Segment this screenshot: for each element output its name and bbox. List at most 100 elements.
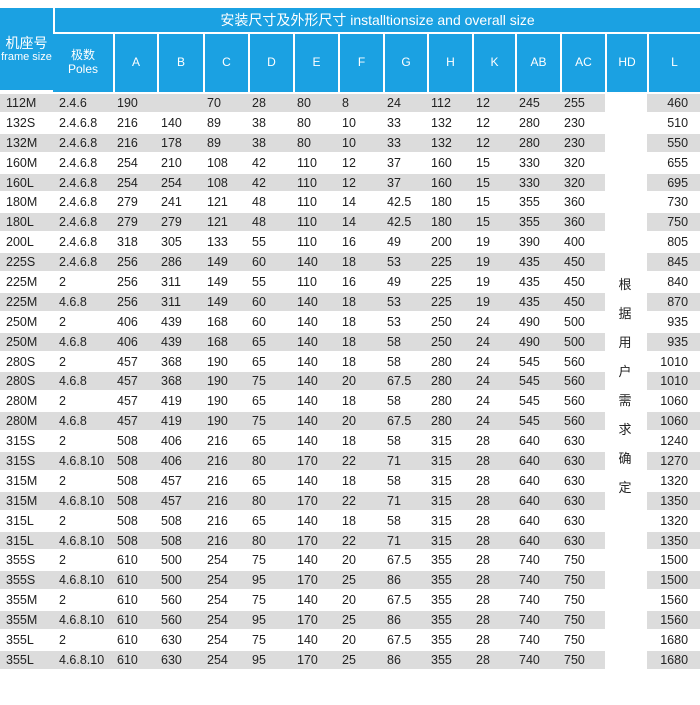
- value-cell: 170: [293, 609, 338, 630]
- poles-cell: 2: [53, 549, 113, 569]
- value-cell: 140: [293, 410, 338, 431]
- value-cell: 730: [647, 191, 700, 211]
- frame-size-cell: 132S: [0, 111, 53, 132]
- value-cell: 560: [560, 370, 605, 391]
- value-cell: 750: [560, 549, 605, 569]
- frame-size-cell: 132M: [0, 131, 53, 152]
- table-row: 315M 2 508 457 216 65 140 18 58 315 28 640 630 1320: [0, 469, 700, 490]
- frame-size-cell: 225S: [0, 251, 53, 272]
- frame-size-cell: 315M: [0, 489, 53, 510]
- value-cell: 140: [293, 629, 338, 649]
- value-cell: 419: [157, 410, 203, 431]
- value-cell: 55: [248, 271, 293, 291]
- value-cell: 740: [515, 609, 560, 630]
- poles-label-cn: 极数: [70, 48, 95, 63]
- value-cell: 360: [560, 211, 605, 232]
- value-cell: 48: [248, 211, 293, 232]
- value-cell: 355: [427, 629, 472, 649]
- value-cell: 24: [472, 370, 515, 391]
- value-cell: 545: [515, 390, 560, 410]
- value-cell: 550: [647, 131, 700, 152]
- value-cell: [157, 92, 203, 112]
- value-cell: 508: [157, 509, 203, 530]
- column-header-ac: AC: [560, 34, 605, 92]
- poles-cell: 4.6.8.10: [53, 489, 113, 510]
- value-cell: 80: [293, 92, 338, 112]
- value-cell: 280: [427, 390, 472, 410]
- value-cell: 22: [338, 489, 383, 510]
- frame-size-cell: 355M: [0, 589, 53, 609]
- value-cell: 140: [157, 111, 203, 132]
- value-cell: 18: [338, 509, 383, 530]
- value-cell: 65: [248, 509, 293, 530]
- value-cell: 37: [383, 171, 427, 192]
- value-cell: 225: [427, 290, 472, 311]
- value-cell: 630: [560, 509, 605, 530]
- value-cell: 58: [383, 330, 427, 351]
- value-cell: 149: [203, 271, 248, 291]
- value-cell: 12: [472, 92, 515, 112]
- hd-cell: 根据用户需求确定: [605, 92, 647, 669]
- value-cell: 86: [383, 609, 427, 630]
- value-cell: 256: [113, 251, 157, 272]
- frame-size-cell: 355S: [0, 569, 53, 590]
- frame-size-cell: 250M: [0, 330, 53, 351]
- value-cell: 254: [203, 549, 248, 569]
- value-cell: 1500: [647, 569, 700, 590]
- value-cell: 740: [515, 648, 560, 669]
- value-cell: 108: [203, 171, 248, 192]
- value-cell: 58: [383, 509, 427, 530]
- frame-size-cell: 315M: [0, 469, 53, 490]
- value-cell: 12: [472, 131, 515, 152]
- frame-size-cell: 250M: [0, 310, 53, 331]
- value-cell: 845: [647, 251, 700, 272]
- value-cell: 190: [203, 370, 248, 391]
- column-header-ab: AB: [515, 34, 560, 92]
- value-cell: 53: [383, 251, 427, 272]
- value-cell: 360: [560, 191, 605, 211]
- value-cell: 355: [515, 211, 560, 232]
- value-cell: 49: [383, 231, 427, 251]
- poles-cell: 2.4.6.8: [53, 171, 113, 192]
- value-cell: 640: [515, 489, 560, 510]
- value-cell: 439: [157, 330, 203, 351]
- value-cell: 42: [248, 151, 293, 172]
- value-cell: 60: [248, 310, 293, 331]
- value-cell: 200: [427, 231, 472, 251]
- value-cell: 216: [203, 489, 248, 510]
- value-cell: 18: [338, 330, 383, 351]
- value-cell: 110: [293, 231, 338, 251]
- value-cell: 140: [293, 589, 338, 609]
- value-cell: 28: [472, 489, 515, 510]
- value-cell: 140: [293, 350, 338, 371]
- poles-cell: 4.6.8.10: [53, 648, 113, 669]
- value-cell: 24: [472, 390, 515, 410]
- poles-cell: 4.6.8: [53, 370, 113, 391]
- value-cell: 225: [427, 271, 472, 291]
- value-cell: 500: [157, 549, 203, 569]
- value-cell: 490: [515, 330, 560, 351]
- value-cell: 740: [515, 549, 560, 569]
- value-cell: 457: [157, 469, 203, 490]
- value-cell: 132: [427, 111, 472, 132]
- value-cell: 28: [472, 509, 515, 530]
- value-cell: 560: [157, 589, 203, 609]
- hd-note: 根据用户需求确定: [618, 277, 632, 496]
- table-row: 355L 2 610 630 254 75 140 20 67.5 355 28 740 750 1680: [0, 629, 700, 649]
- value-cell: 805: [647, 231, 700, 251]
- value-cell: 170: [293, 450, 338, 470]
- value-cell: 19: [472, 290, 515, 311]
- value-cell: 28: [472, 549, 515, 569]
- value-cell: 168: [203, 310, 248, 331]
- frame-size-cell: 225M: [0, 290, 53, 311]
- value-cell: 22: [338, 450, 383, 470]
- value-cell: 315: [427, 469, 472, 490]
- value-cell: 490: [515, 310, 560, 331]
- poles-cell: 2.4.6.8: [53, 191, 113, 211]
- value-cell: 216: [113, 131, 157, 152]
- value-cell: 216: [113, 111, 157, 132]
- table-row: 132S 2.4.6.8 216 140 89 38 80 10 33 132 12 280 230 51…: [0, 111, 700, 132]
- value-cell: 406: [113, 330, 157, 351]
- value-cell: 190: [203, 410, 248, 431]
- table-row: 160M 2.4.6.8 254 210 108 42 110 12 37 160 15 330 320…: [0, 151, 700, 172]
